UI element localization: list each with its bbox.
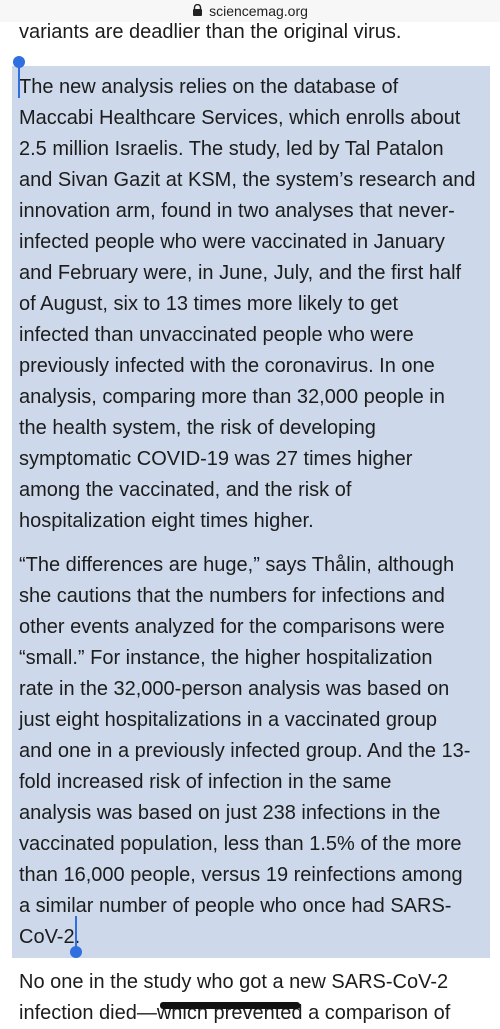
paragraph-line: 2.5 million Israelis. The study, led by … [19, 138, 444, 160]
paragraph-line: of August, six to 13 times more likely t… [19, 293, 399, 315]
paragraph-line: she cautions that the numbers for infect… [19, 585, 445, 607]
paragraph-line: infection died—which prevented a compari… [19, 1002, 451, 1024]
paragraph-line: Maccabi Healthcare Services, which enrol… [19, 107, 461, 129]
paragraph-3: No one in the study who got a new SARS-C… [19, 967, 489, 1029]
paragraph-line: previously infected with the coronavirus… [19, 355, 435, 377]
selection-start-handle[interactable] [13, 56, 25, 68]
selection-start-caret [18, 64, 20, 98]
paragraph-line: No one in the study who got a new SARS-C… [19, 971, 449, 993]
selection-end-caret [75, 916, 77, 952]
address-bar[interactable]: sciencemag.org [0, 0, 500, 22]
paragraph-line: than 16,000 people, versus 19 reinfectio… [19, 864, 463, 886]
paragraph-line: the health system, the risk of developin… [19, 417, 376, 439]
url-text: sciencemag.org [209, 3, 308, 19]
top-fragment: variants are deadlier than the original … [19, 21, 402, 43]
paragraph-line: rate in the 32,000-person analysis was b… [19, 678, 450, 700]
paragraph-line: “small.” For instance, the higher hospit… [19, 647, 433, 669]
paragraph-line: a similar number of people who once had … [19, 895, 452, 917]
redaction-mark [160, 1002, 300, 1009]
paragraph-line: analysis was based on just 238 infection… [19, 802, 441, 824]
paragraph-line: other events analyzed for the comparison… [19, 616, 445, 638]
paragraph-line: and one in a previously infected group. … [19, 740, 471, 762]
paragraph-line: fold increased risk of infection in the … [19, 771, 392, 793]
paragraph-line: among the vaccinated, and the risk of [19, 479, 352, 501]
paragraph-line: infected than unvaccinated people who we… [19, 324, 414, 346]
paragraph-line: hospitalization eight times higher. [19, 510, 314, 532]
lock-icon [192, 4, 203, 16]
paragraph-2: “The differences are huge,” says Thålin,… [19, 550, 489, 953]
paragraph-line: analysis, comparing more than 32,000 peo… [19, 386, 445, 408]
paragraph-line: The new analysis relies on the database … [19, 76, 399, 98]
paragraph-line: and Sivan Gazit at KSM, the system’s res… [19, 169, 476, 191]
paragraph-line: “The differences are huge,” says Thålin,… [19, 554, 455, 576]
paragraph-line: CoV-2. [19, 926, 81, 948]
paragraph-line: innovation arm, found in two analyses th… [19, 200, 455, 222]
paragraph-line: symptomatic COVID-19 was 27 times higher [19, 448, 413, 470]
selection-end-handle[interactable] [70, 946, 82, 958]
paragraph-line: and February were, in June, July, and th… [19, 262, 462, 284]
text-selection-highlight [12, 66, 490, 958]
paragraph-line: infected people who were vaccinated in J… [19, 231, 445, 253]
paragraph-line: vaccinated population, less than 1.5% of… [19, 833, 462, 855]
paragraph-1: The new analysis relies on the database … [19, 72, 489, 537]
paragraph-line: just eight hospitalizations in a vaccina… [19, 709, 438, 731]
